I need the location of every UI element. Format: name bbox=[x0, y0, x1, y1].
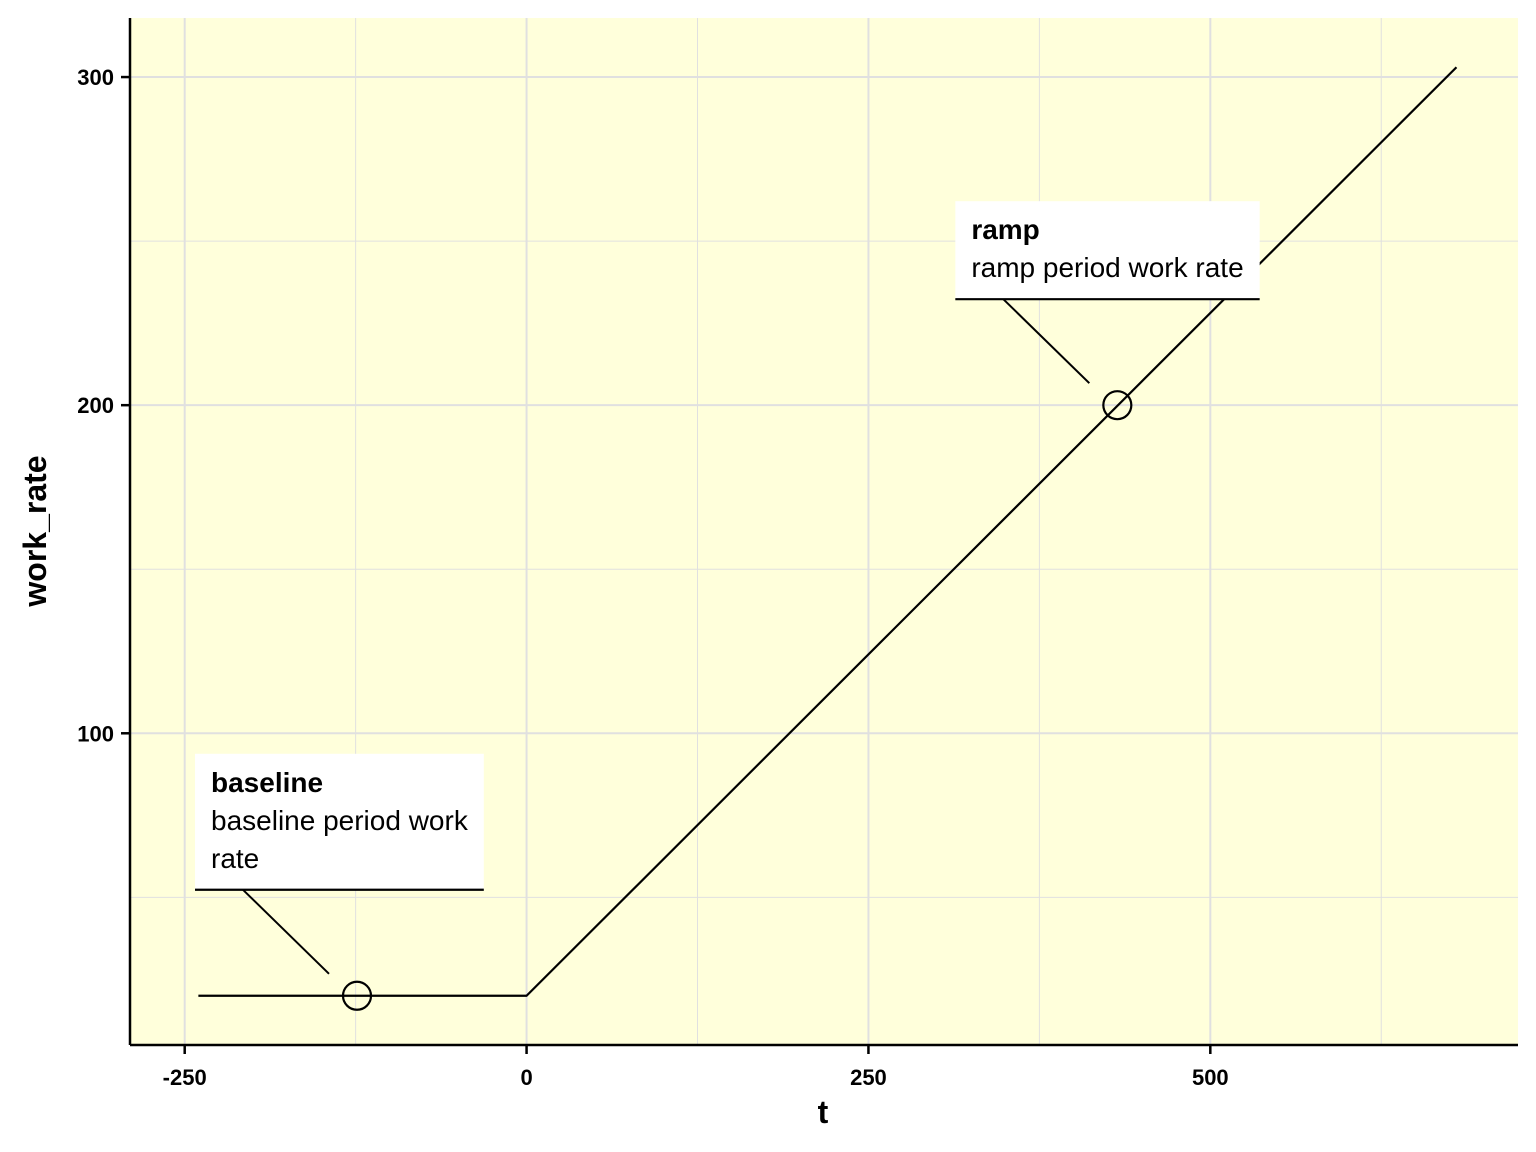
annotation-box bbox=[195, 753, 484, 890]
plot-panel bbox=[130, 18, 1518, 1045]
y-tick-label: 300 bbox=[77, 65, 114, 90]
annotation-marker bbox=[1102, 390, 1133, 421]
minor-gridlines bbox=[130, 18, 1518, 1045]
annotation-ramp: ramp ramp period work rate bbox=[955, 201, 1260, 421]
x-tick-label: 500 bbox=[1192, 1065, 1229, 1090]
series-line bbox=[198, 66, 1458, 997]
x-axis-ticks: -250 0 250 500 bbox=[163, 1045, 1229, 1090]
annotation-description: ramp period work rate bbox=[971, 252, 1243, 283]
series-layer bbox=[198, 66, 1458, 997]
annotation-leader bbox=[1002, 298, 1091, 384]
annotation-baseline: baseline baseline period work rate bbox=[195, 753, 484, 1011]
x-tick-label: -250 bbox=[163, 1065, 207, 1090]
annotation-title: baseline bbox=[211, 767, 323, 798]
x-tick-label: 250 bbox=[850, 1065, 887, 1090]
y-axis-ticks: 100 200 300 bbox=[77, 65, 130, 746]
annotation-title: ramp bbox=[971, 214, 1039, 245]
x-axis-title: t bbox=[818, 1094, 829, 1130]
x-tick-label: 0 bbox=[520, 1065, 532, 1090]
annotation-leader bbox=[242, 889, 330, 975]
annotation-description: baseline period work bbox=[211, 805, 469, 836]
y-tick-label: 200 bbox=[77, 393, 114, 418]
annotation-marker bbox=[341, 980, 373, 1011]
y-tick-label: 100 bbox=[77, 721, 114, 746]
annotation-box bbox=[955, 201, 1260, 300]
annotation-description: rate bbox=[211, 843, 259, 874]
major-gridlines bbox=[130, 18, 1518, 1045]
y-axis-title: work_rate bbox=[17, 455, 53, 607]
